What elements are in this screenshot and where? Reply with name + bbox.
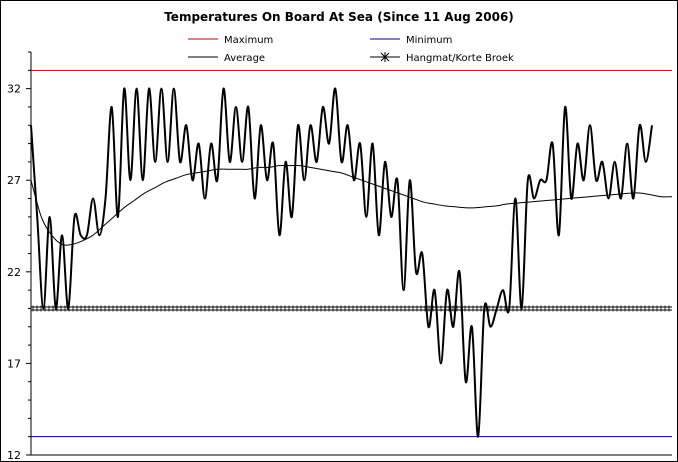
average-series-line bbox=[30, 164, 673, 246]
legend-label-3: Hangmat/Korte Broek bbox=[406, 53, 514, 64]
temperature-series-line bbox=[30, 87, 653, 438]
chart-title: Temperatures On Board At Sea (Since 11 A… bbox=[164, 10, 514, 24]
legend-label-1: Minimum bbox=[406, 35, 452, 46]
y-tick-label: 27 bbox=[7, 174, 21, 187]
y-tick-label: 12 bbox=[7, 449, 21, 462]
legend-label-2: Average bbox=[224, 53, 265, 64]
y-tick-label: 17 bbox=[7, 357, 21, 370]
reference-lines bbox=[31, 69, 672, 438]
legend: Maximum Minimum Average Hangmat/Korte Broek bbox=[188, 35, 514, 64]
y-tick-label: 22 bbox=[7, 266, 21, 279]
y-axis: 12 17 22 27 32 bbox=[7, 51, 672, 462]
legend-label-0: Maximum bbox=[224, 35, 273, 46]
y-tick-label: 32 bbox=[7, 83, 21, 96]
series-lines bbox=[30, 87, 673, 438]
